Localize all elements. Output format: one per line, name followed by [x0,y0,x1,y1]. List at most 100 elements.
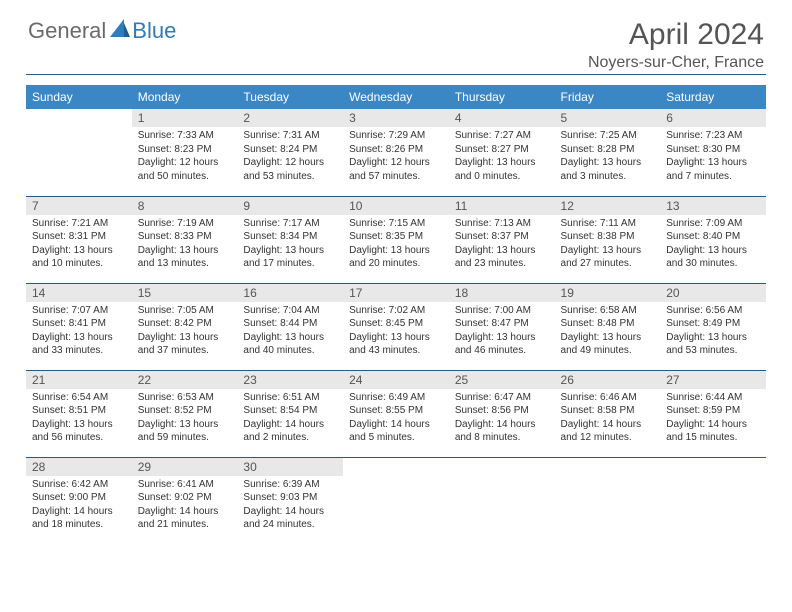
sunset-text: Sunset: 9:02 PM [138,491,232,505]
sunset-text: Sunset: 8:40 PM [666,230,760,244]
weekday-thursday: Thursday [449,85,555,109]
daylight-text: Daylight: 13 hours and 10 minutes. [32,244,126,271]
calendar-day-cell: 9Sunrise: 7:17 AMSunset: 8:34 PMDaylight… [237,196,343,283]
sunrise-text: Sunrise: 6:39 AM [243,478,337,492]
page-header: General Blue April 2024 Noyers-sur-Cher,… [0,0,792,74]
sunrise-text: Sunrise: 7:23 AM [666,129,760,143]
weekday-monday: Monday [132,85,238,109]
day-number: 3 [343,109,449,127]
daylight-text: Daylight: 13 hours and 23 minutes. [455,244,549,271]
weekday-tuesday: Tuesday [237,85,343,109]
day-number: 10 [343,197,449,215]
sunrise-text: Sunrise: 7:31 AM [243,129,337,143]
day-content: Sunrise: 7:15 AMSunset: 8:35 PMDaylight:… [343,215,449,275]
daylight-text: Daylight: 12 hours and 57 minutes. [349,156,443,183]
sunset-text: Sunset: 8:28 PM [561,143,655,157]
daylight-text: Daylight: 14 hours and 12 minutes. [561,418,655,445]
day-content: Sunrise: 7:33 AMSunset: 8:23 PMDaylight:… [132,127,238,187]
day-number: 12 [555,197,661,215]
sunset-text: Sunset: 8:47 PM [455,317,549,331]
day-number: 15 [132,284,238,302]
day-number: 26 [555,371,661,389]
day-number: 8 [132,197,238,215]
month-title: April 2024 [588,18,764,52]
calendar-week-row: 14Sunrise: 7:07 AMSunset: 8:41 PMDayligh… [26,283,766,370]
calendar-week-row: 28Sunrise: 6:42 AMSunset: 9:00 PMDayligh… [26,457,766,544]
day-number: 21 [26,371,132,389]
sunrise-text: Sunrise: 7:05 AM [138,304,232,318]
sunset-text: Sunset: 8:34 PM [243,230,337,244]
calendar-day-cell: 29Sunrise: 6:41 AMSunset: 9:02 PMDayligh… [132,457,238,544]
sunset-text: Sunset: 8:35 PM [349,230,443,244]
day-content: Sunrise: 7:02 AMSunset: 8:45 PMDaylight:… [343,302,449,362]
calendar-day-cell: 8Sunrise: 7:19 AMSunset: 8:33 PMDaylight… [132,196,238,283]
sunrise-text: Sunrise: 6:49 AM [349,391,443,405]
weekday-wednesday: Wednesday [343,85,449,109]
sunset-text: Sunset: 9:00 PM [32,491,126,505]
daylight-text: Daylight: 14 hours and 8 minutes. [455,418,549,445]
sunset-text: Sunset: 8:54 PM [243,404,337,418]
day-content: Sunrise: 7:13 AMSunset: 8:37 PMDaylight:… [449,215,555,275]
sunset-text: Sunset: 8:23 PM [138,143,232,157]
daylight-text: Daylight: 13 hours and 0 minutes. [455,156,549,183]
sunrise-text: Sunrise: 7:27 AM [455,129,549,143]
sunset-text: Sunset: 8:24 PM [243,143,337,157]
sunrise-text: Sunrise: 7:02 AM [349,304,443,318]
calendar-day-cell: 12Sunrise: 7:11 AMSunset: 8:38 PMDayligh… [555,196,661,283]
calendar-day-cell: 5Sunrise: 7:25 AMSunset: 8:28 PMDaylight… [555,109,661,196]
day-content: Sunrise: 7:11 AMSunset: 8:38 PMDaylight:… [555,215,661,275]
weekday-sunday: Sunday [26,85,132,109]
day-content: Sunrise: 7:07 AMSunset: 8:41 PMDaylight:… [26,302,132,362]
sunset-text: Sunset: 8:56 PM [455,404,549,418]
sunrise-text: Sunrise: 7:07 AM [32,304,126,318]
day-number: 7 [26,197,132,215]
calendar-day-cell: 2Sunrise: 7:31 AMSunset: 8:24 PMDaylight… [237,109,343,196]
calendar-day-cell: 11Sunrise: 7:13 AMSunset: 8:37 PMDayligh… [449,196,555,283]
daylight-text: Daylight: 13 hours and 27 minutes. [561,244,655,271]
day-content: Sunrise: 7:27 AMSunset: 8:27 PMDaylight:… [449,127,555,187]
weekday-saturday: Saturday [660,85,766,109]
sunset-text: Sunset: 8:27 PM [455,143,549,157]
day-content: Sunrise: 6:56 AMSunset: 8:49 PMDaylight:… [660,302,766,362]
day-content: Sunrise: 6:53 AMSunset: 8:52 PMDaylight:… [132,389,238,449]
calendar-day-cell: 1Sunrise: 7:33 AMSunset: 8:23 PMDaylight… [132,109,238,196]
day-number: 2 [237,109,343,127]
calendar-day-cell: 7Sunrise: 7:21 AMSunset: 8:31 PMDaylight… [26,196,132,283]
day-content: Sunrise: 6:49 AMSunset: 8:55 PMDaylight:… [343,389,449,449]
daylight-text: Daylight: 13 hours and 43 minutes. [349,331,443,358]
day-number: 9 [237,197,343,215]
logo-text-blue: Blue [132,18,176,44]
calendar-body: 1Sunrise: 7:33 AMSunset: 8:23 PMDaylight… [26,109,766,544]
day-number: 22 [132,371,238,389]
day-content: Sunrise: 6:51 AMSunset: 8:54 PMDaylight:… [237,389,343,449]
weekday-friday: Friday [555,85,661,109]
calendar-day-cell: 15Sunrise: 7:05 AMSunset: 8:42 PMDayligh… [132,283,238,370]
calendar-day-cell: 19Sunrise: 6:58 AMSunset: 8:48 PMDayligh… [555,283,661,370]
logo-triangle-icon [110,19,130,42]
calendar-day-cell [555,457,661,544]
calendar-week-row: 21Sunrise: 6:54 AMSunset: 8:51 PMDayligh… [26,370,766,457]
daylight-text: Daylight: 14 hours and 21 minutes. [138,505,232,532]
sunrise-text: Sunrise: 7:04 AM [243,304,337,318]
day-number: 30 [237,458,343,476]
sunset-text: Sunset: 8:51 PM [32,404,126,418]
title-block: April 2024 Noyers-sur-Cher, France [588,18,764,72]
sunset-text: Sunset: 8:52 PM [138,404,232,418]
sunset-text: Sunset: 8:59 PM [666,404,760,418]
calendar-day-cell: 16Sunrise: 7:04 AMSunset: 8:44 PMDayligh… [237,283,343,370]
day-number: 14 [26,284,132,302]
day-content: Sunrise: 7:29 AMSunset: 8:26 PMDaylight:… [343,127,449,187]
sunrise-text: Sunrise: 6:58 AM [561,304,655,318]
daylight-text: Daylight: 13 hours and 33 minutes. [32,331,126,358]
daylight-text: Daylight: 14 hours and 18 minutes. [32,505,126,532]
day-number: 20 [660,284,766,302]
day-number: 17 [343,284,449,302]
calendar-day-cell: 25Sunrise: 6:47 AMSunset: 8:56 PMDayligh… [449,370,555,457]
daylight-text: Daylight: 13 hours and 37 minutes. [138,331,232,358]
day-content: Sunrise: 7:25 AMSunset: 8:28 PMDaylight:… [555,127,661,187]
day-content: Sunrise: 6:58 AMSunset: 8:48 PMDaylight:… [555,302,661,362]
sunset-text: Sunset: 8:48 PM [561,317,655,331]
sunset-text: Sunset: 8:26 PM [349,143,443,157]
calendar-day-cell [343,457,449,544]
daylight-text: Daylight: 13 hours and 40 minutes. [243,331,337,358]
